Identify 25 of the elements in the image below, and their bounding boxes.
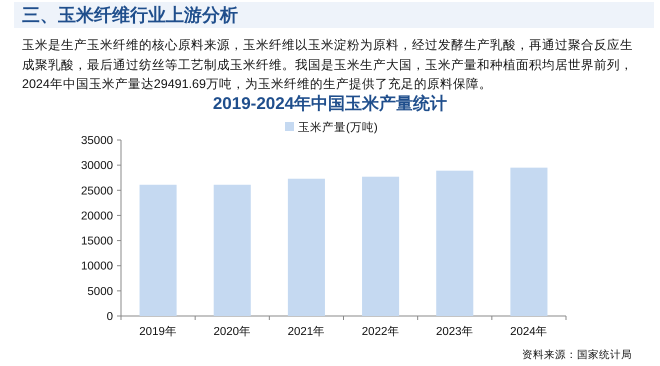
- x-tick-label: 2020年: [213, 325, 252, 338]
- bar: [140, 184, 177, 316]
- text: 资料来源：国家统计局: [522, 348, 632, 362]
- y-tick-label: 10000: [81, 260, 113, 273]
- text: 玉米是生产玉米纤维的核心原料来源，玉米纤维以玉米淀粉为原料，经过发酵生产乳酸，再通过聚合反应生成聚乳酸，最后通过纺丝等工艺制成玉米纤维。我国是玉米生产大国，玉米产量和种植面积均居世界前列，2024年中国玉米产量达29491.69万吨，为玉米纤维的生产提供了充足的原料保障。: [22, 37, 634, 93]
- legend-label: 玉米产量(万吨): [298, 120, 378, 134]
- x-tick-label: 2022年: [362, 325, 400, 338]
- bar: [362, 176, 400, 316]
- x-tick-label: 2019年: [139, 325, 177, 338]
- y-tick-label: 5000: [87, 286, 113, 298]
- chart-title: 2019-2024年中国玉米产量统计: [212, 93, 448, 115]
- bar: [288, 178, 325, 316]
- y-tick-label: 0: [106, 311, 113, 323]
- x-tick-label: 2021年: [288, 325, 326, 338]
- text: 三、玉米纤维行业上游分析: [14, 2, 654, 28]
- y-tick-label: 35000: [81, 135, 113, 147]
- bar: [510, 168, 548, 316]
- bar: [214, 184, 251, 316]
- y-tick-label: 20000: [81, 210, 113, 222]
- x-tick-label: 2023年: [436, 325, 474, 338]
- y-tick-label: 25000: [81, 185, 113, 198]
- x-tick-label: 2024年: [510, 325, 548, 338]
- y-tick-label: 30000: [81, 160, 113, 172]
- y-tick-label: 15000: [81, 236, 113, 248]
- bar: [436, 170, 474, 316]
